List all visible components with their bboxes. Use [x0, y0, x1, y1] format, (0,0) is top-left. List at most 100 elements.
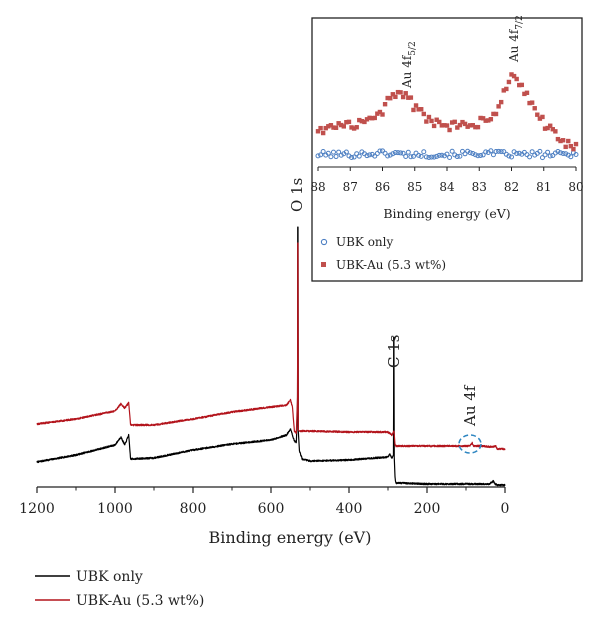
- inset-point-ubk-au: [524, 90, 530, 95]
- inset-point-ubk-au: [341, 124, 346, 129]
- inset-point-ubk-only: [408, 154, 414, 160]
- main-x-tick-label: 0: [501, 501, 510, 517]
- inset-point-ubk-only: [410, 153, 416, 159]
- inset-point-ubk-only: [349, 154, 355, 160]
- inset-point-ubk-au: [411, 107, 416, 113]
- inset-point-ubk-au: [496, 104, 501, 109]
- inset-point-ubk-only: [351, 154, 357, 160]
- inset-point-ubk-au: [483, 118, 488, 123]
- inset-point-ubk-only: [539, 155, 545, 161]
- inset-x-tick-label: 80: [568, 180, 583, 194]
- inset-point-ubk-only: [529, 149, 535, 155]
- inset-point-ubk-only: [527, 154, 533, 160]
- inset-frame: [311, 17, 583, 282]
- main-chart: 1200 1000 800 600 400 200 0 Binding energy (eV…: [19, 178, 509, 547]
- inset-point-ubk-only: [475, 153, 481, 159]
- c1s-peak-label: C 1s: [385, 335, 403, 369]
- inset-point-ubk-only: [490, 152, 496, 158]
- inset-point-ubk-only: [560, 150, 566, 156]
- inset-point-ubk-au: [413, 103, 419, 108]
- inset-point-ubk-au: [357, 117, 362, 123]
- inset-point-ubk-only: [462, 151, 468, 157]
- inset-point-ubk-only: [392, 150, 398, 156]
- inset-x-tick-label: 81: [536, 180, 551, 194]
- inset-point-ubk-au: [548, 123, 553, 128]
- inset-point-ubk-au: [377, 109, 383, 115]
- inset-point-ubk-only: [568, 154, 574, 160]
- inset-point-ubk-au: [442, 123, 447, 128]
- inset-x-axis-label: Binding energy (eV): [383, 206, 510, 221]
- inset-point-ubk-only: [403, 153, 409, 159]
- inset-x-tick-label: 88: [310, 180, 325, 194]
- inset-point-ubk-au: [452, 119, 457, 125]
- inset-point-ubk-au: [529, 100, 535, 105]
- inset-point-ubk-only: [398, 150, 404, 156]
- inset-point-ubk-au: [395, 89, 401, 95]
- inset-point-ubk-au: [369, 116, 375, 121]
- inset-point-ubk-only: [426, 154, 432, 160]
- inset-point-ubk-au: [555, 136, 561, 142]
- inset-point-ubk-au: [488, 117, 494, 122]
- inset-point-ubk-only: [472, 152, 478, 158]
- inset-point-ubk-au: [568, 143, 574, 149]
- inset-point-ubk-only: [325, 150, 331, 156]
- inset-point-ubk-au: [527, 100, 532, 106]
- legend-label-ubkau: UBK-Au (5.3 wt%): [76, 593, 204, 609]
- inset-x-tick-label: 84: [439, 180, 455, 194]
- inset-point-ubk-au: [331, 125, 336, 130]
- inset-point-ubk-only: [390, 151, 396, 157]
- inset-point-ubk-only: [354, 151, 360, 157]
- inset-point-ubk-au: [542, 126, 548, 131]
- au4f52-label: Au 4f5/2: [400, 41, 418, 89]
- inset-point-ubk-au: [573, 141, 579, 147]
- inset-point-ubk-only: [509, 154, 514, 160]
- inset-legend: UBK only UBK-Au (5.3 wt%): [320, 235, 446, 272]
- inset-point-ubk-au: [400, 94, 406, 100]
- inset-point-ubk-only: [318, 152, 324, 158]
- inset-point-ubk-au: [478, 115, 483, 121]
- inset-point-ubk-au: [408, 95, 414, 100]
- main-legend: UBK only UBK-Au (5.3 wt%): [35, 569, 204, 609]
- inset-point-ubk-au: [372, 115, 377, 121]
- inset-point-ubk-only: [545, 149, 551, 155]
- inset-point-ubk-au: [553, 129, 558, 134]
- inset-point-ubk-au: [323, 125, 328, 131]
- inset-point-ubk-au: [339, 122, 344, 128]
- inset-point-ubk-au: [468, 123, 473, 128]
- inset-point-ubk-au: [504, 86, 509, 92]
- au4f72-label-sub: 7/2: [515, 15, 525, 29]
- inset-point-ubk-au: [501, 88, 506, 93]
- inset-x-tick-label: 82: [504, 180, 519, 194]
- inset-point-ubk-only: [514, 150, 520, 156]
- inset-point-ubk-au: [493, 111, 499, 117]
- inset-point-ubk-only: [320, 149, 326, 155]
- au4f52-label-main: Au 4f: [400, 54, 414, 89]
- inset-legend-label-ubk: UBK only: [336, 235, 394, 249]
- inset-x-tick-label: 83: [472, 180, 487, 194]
- inset-point-ubk-only: [573, 151, 579, 157]
- inset-point-ubk-only: [563, 151, 569, 157]
- inset-point-ubk-au: [475, 124, 481, 130]
- inset-point-ubk-au: [473, 124, 478, 130]
- inset-point-ubk-au: [566, 138, 571, 144]
- inset-point-ubk-au: [362, 119, 367, 125]
- inset-x-tick-label: 87: [343, 180, 358, 194]
- inset-point-ubk-au: [517, 82, 522, 88]
- inset-point-ubk-au: [511, 73, 517, 79]
- inset-point-ubk-au: [318, 125, 323, 131]
- main-x-tick-label: 200: [414, 501, 441, 517]
- inset-point-ubk-au: [393, 94, 398, 100]
- inset-point-ubk-au: [344, 120, 349, 125]
- inset-point-ubk-only: [367, 152, 373, 158]
- inset-point-ubk-au: [509, 72, 514, 77]
- legend-label-ubk: UBK only: [76, 569, 143, 585]
- inset-point-ubk-au: [403, 91, 408, 96]
- inset-point-ubk-au: [506, 79, 512, 85]
- inset-x-ticks: 88 87 86 85 84 83 82 81 80: [310, 167, 584, 194]
- inset-point-ubk-only: [478, 153, 484, 159]
- inset-point-ubk-au: [540, 114, 545, 120]
- inset-point-ubk-au: [416, 107, 421, 112]
- inset-point-ubk-au: [563, 144, 568, 150]
- o1s-peak-label: O 1s: [288, 178, 306, 212]
- series-line-ubk-au: [36, 242, 506, 451]
